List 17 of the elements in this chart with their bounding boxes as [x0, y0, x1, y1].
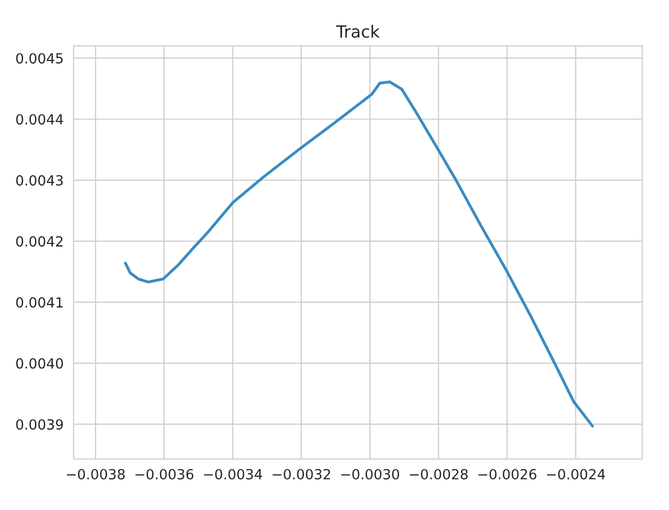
- x-tick-label: −0.0028: [410, 468, 468, 480]
- x-tick-label: −0.0036: [135, 468, 194, 480]
- x-tick-label: −0.0032: [272, 468, 330, 480]
- y-tick-label: 0.0044: [16, 114, 64, 125]
- x-tick-label: −0.0034: [204, 468, 262, 480]
- y-tick-label: 0.0041: [16, 297, 63, 308]
- chart-title: Track: [336, 24, 380, 38]
- y-tick-label: 0.0042: [16, 236, 62, 247]
- y-tick-label: 0.0039: [16, 419, 63, 430]
- x-tick-label: −0.0026: [478, 468, 536, 480]
- x-tick-label: −0.0038: [66, 468, 125, 480]
- y-tick-label: 0.0043: [16, 175, 63, 186]
- line-series: [124, 80, 594, 428]
- x-tick-label: −0.0024: [547, 468, 606, 480]
- y-tick-label: 0.0040: [16, 358, 63, 369]
- x-tick-label: −0.0030: [341, 468, 400, 480]
- y-tick-label: 0.0045: [16, 53, 63, 64]
